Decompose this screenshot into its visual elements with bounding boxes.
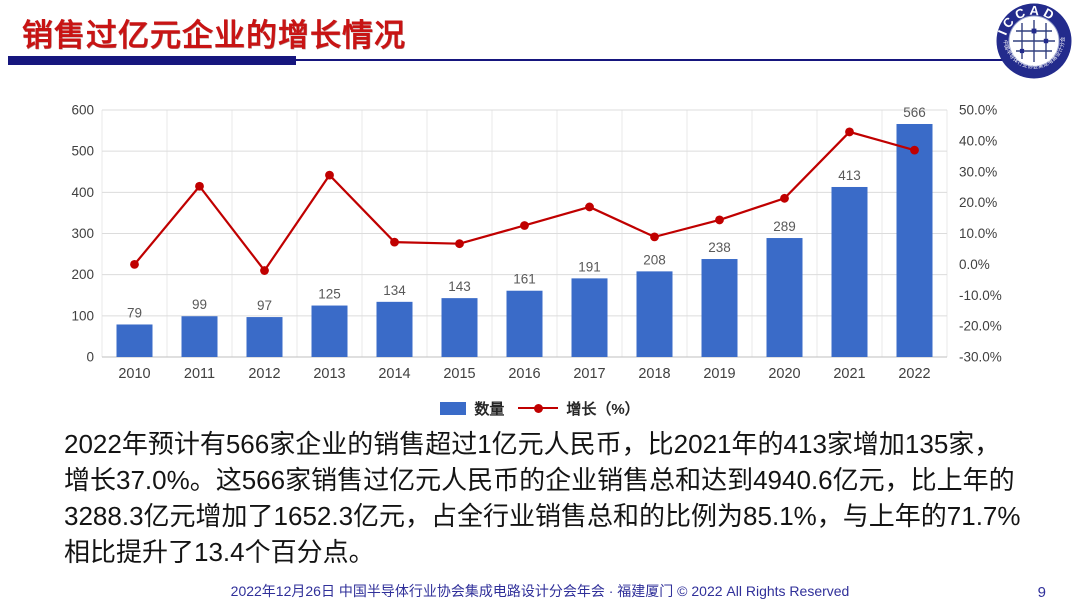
x-axis-category-label: 2017 (573, 366, 605, 382)
right-axis-tick-label: 40.0% (959, 133, 997, 148)
bar-value-label: 97 (257, 298, 272, 313)
bar-value-label: 566 (903, 105, 926, 120)
bar-value-label: 134 (383, 283, 406, 298)
right-axis-tick-label: 0.0% (959, 257, 990, 272)
left-axis-tick-label: 500 (71, 144, 94, 159)
bar-2015 (441, 298, 478, 357)
bar-2013 (311, 305, 348, 357)
right-axis-tick-label: 20.0% (959, 195, 997, 210)
bar-2010 (116, 324, 153, 357)
page-title: 销售过亿元企业的增长情况 (22, 18, 406, 53)
bar-value-label: 413 (838, 168, 861, 183)
legend-item-quantity: 数量 (440, 398, 504, 419)
slide-body-text: 2022年预计有566家企业的销售超过1亿元人民币，比2021年的413家增加1… (64, 429, 1021, 567)
x-axis-category-label: 2019 (703, 366, 735, 382)
growth-marker-2012 (260, 266, 269, 275)
x-axis-category-label: 2021 (833, 366, 865, 382)
page-number: 9 (1037, 584, 1046, 601)
bar-2018 (636, 271, 673, 357)
bar-value-label: 161 (513, 272, 536, 287)
left-axis-tick-label: 200 (71, 267, 94, 282)
bar-value-label: 79 (127, 305, 142, 320)
growth-marker-2015 (455, 239, 464, 249)
combo-chart-svg: 0 100 200 300 400 500 600 -30.0% -20.0% -10.0% 0.0… (71, 103, 1002, 383)
growth-marker-2021 (845, 127, 854, 137)
bar-2020 (766, 238, 803, 357)
title-underline-thin-line (296, 59, 1008, 61)
legend-bar-label: 数量 (474, 400, 505, 418)
left-axis-tick-label: 0 (86, 350, 94, 365)
left-axis-tick-label: 600 (71, 103, 94, 118)
x-axis-category-label: 2020 (768, 366, 800, 382)
bar-2016 (506, 290, 543, 357)
left-axis-tick-label: 100 (71, 308, 94, 323)
x-axis-category-label: 2014 (378, 366, 410, 382)
bar-2019 (701, 259, 738, 357)
legend-bar-swatch-icon (440, 401, 467, 415)
chart-legend: 数量 增长（%） (0, 396, 1080, 420)
left-axis-tick-label: 300 (71, 226, 94, 241)
right-axis-tick-label: -10.0% (959, 288, 1002, 303)
growth-marker-2013 (325, 170, 334, 180)
growth-marker-2017 (585, 202, 594, 212)
bar-value-label: 289 (773, 219, 796, 234)
right-axis-tick-label: 50.0% (959, 103, 997, 118)
x-axis-category-label: 2010 (118, 366, 150, 382)
legend-line-marker-icon (518, 403, 559, 413)
growth-marker-2011 (195, 181, 204, 191)
bar-2021 (831, 186, 868, 357)
x-axis-category-label: 2012 (248, 366, 280, 382)
bar-value-label: 125 (318, 287, 341, 302)
bar-value-label: 238 (708, 240, 731, 255)
bar-2011 (181, 316, 218, 357)
right-axis-tick-label: 10.0% (959, 226, 997, 241)
iccad-logo-icon: ICCAD 中国半导体行业协会集成电路设计分会 (995, 3, 1072, 79)
combo-chart: 0 100 200 300 400 500 600 -30.0% -20.0% -10.0% 0.0… (65, 92, 1025, 392)
bar-value-label: 99 (192, 297, 207, 312)
growth-marker-2019 (715, 215, 724, 225)
growth-marker-2010 (130, 259, 139, 269)
growth-marker-2014 (390, 237, 399, 247)
x-axis-category-label: 2011 (184, 366, 215, 382)
right-axis-tick-label: 30.0% (959, 164, 997, 179)
bar-2022 (896, 123, 933, 357)
x-axis-category-label: 2022 (898, 366, 930, 382)
title-underline (8, 56, 1010, 65)
bar-2014 (376, 301, 413, 357)
x-axis-category-label: 2018 (638, 366, 670, 382)
growth-marker-2022 (910, 145, 919, 155)
growth-marker-2020 (780, 193, 789, 203)
bar-value-label: 143 (448, 279, 471, 294)
x-axis-category-label: 2013 (313, 366, 345, 382)
bar-2017 (571, 278, 608, 357)
x-axis-category-label: 2016 (508, 366, 540, 382)
left-axis-tick-label: 400 (71, 185, 94, 200)
growth-marker-2016 (520, 221, 529, 230)
x-axis-category-label: 2015 (443, 366, 475, 382)
title-underline-thick-bar (8, 56, 296, 65)
slide-footer: 2022年12月26日 中国半导体行业协会集成电路设计分会年会 · 福建厦门 ©… (230, 583, 850, 599)
right-axis-tick-label: -20.0% (959, 319, 1002, 334)
legend-item-growth: 增长（%） (518, 398, 640, 419)
right-axis-tick-label: -30.0% (959, 350, 1002, 365)
bar-value-label: 191 (578, 259, 601, 274)
growth-marker-2018 (650, 232, 659, 242)
legend-line-label: 增长（%） (566, 400, 640, 418)
bar-2012 (246, 317, 283, 357)
bar-value-label: 208 (643, 252, 666, 267)
